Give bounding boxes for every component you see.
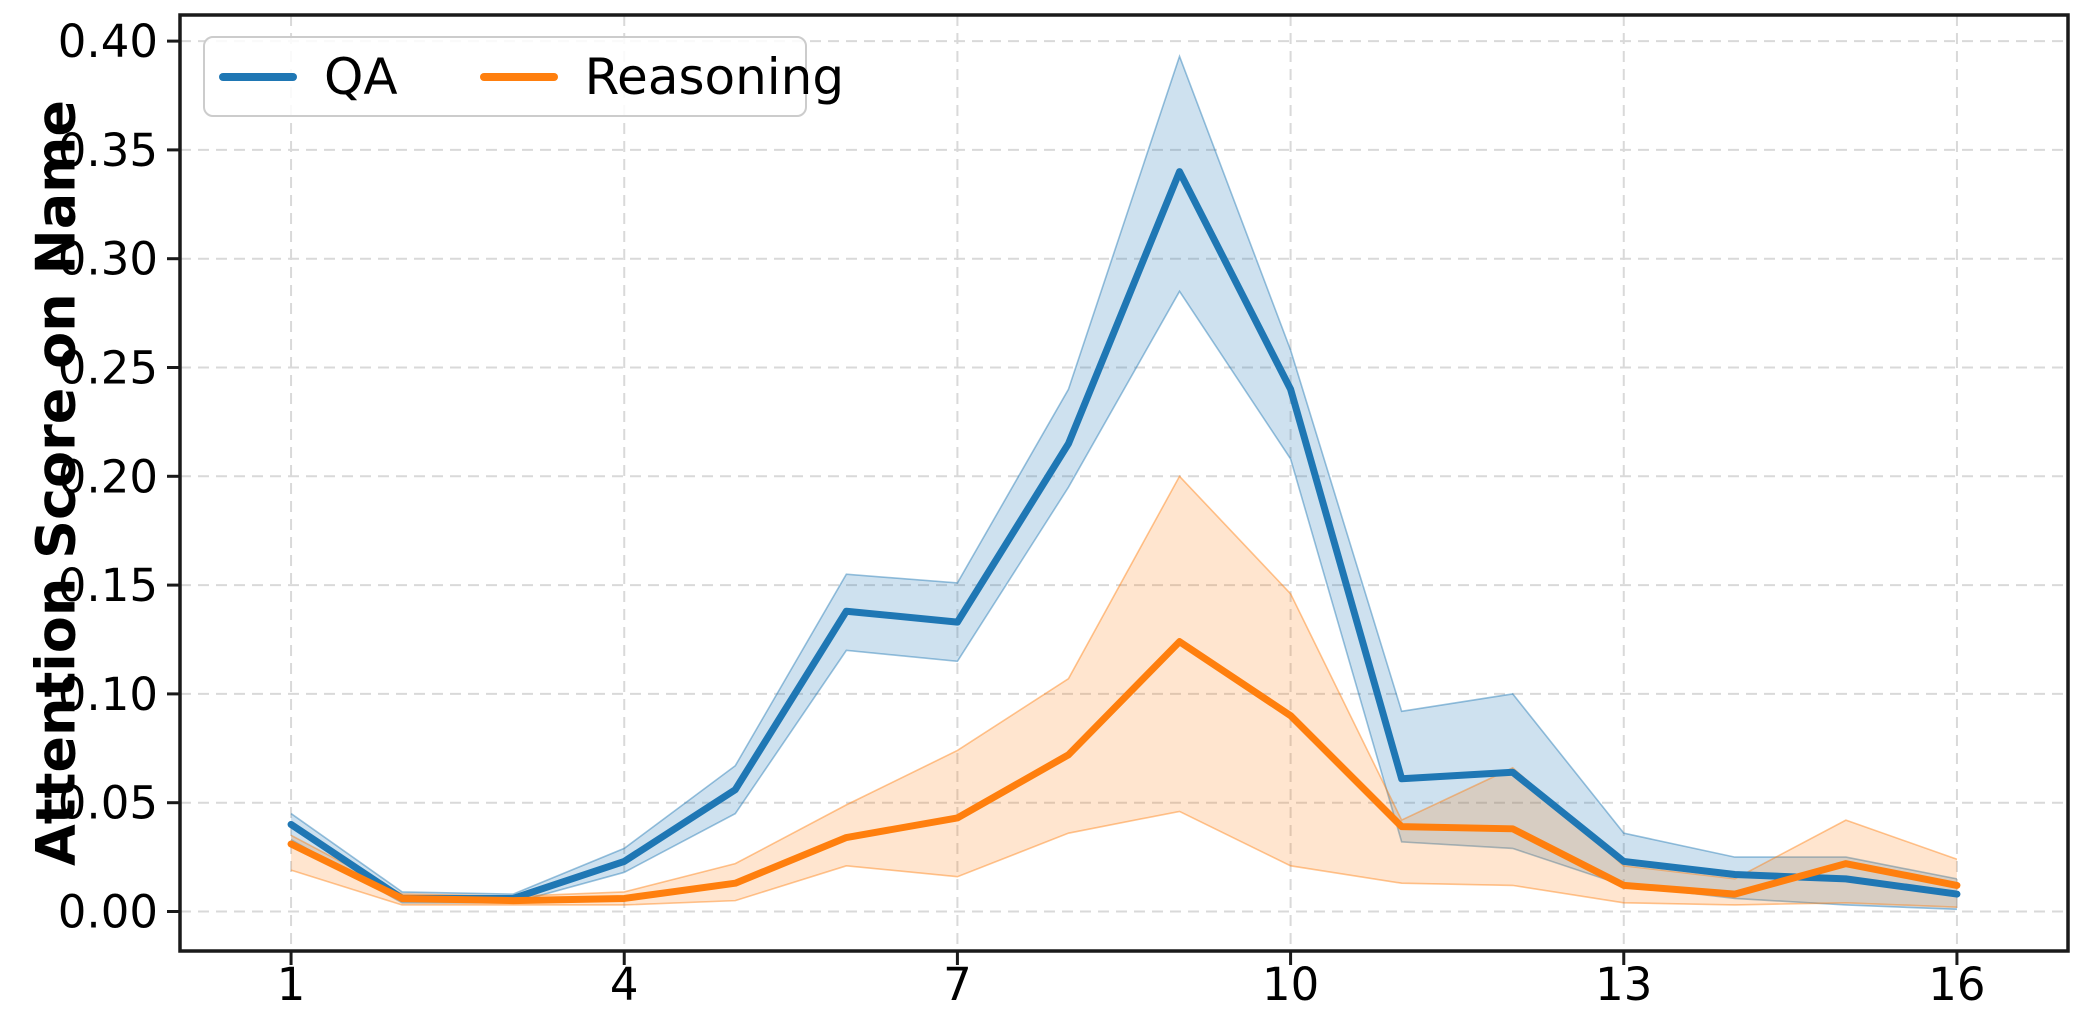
y-tick-label: 0.05 [58, 777, 158, 830]
x-tick-label: 1 [277, 958, 306, 1011]
y-tick-label: 0.25 [58, 342, 158, 395]
reasoning-band-upper-edge [290, 474, 1958, 898]
plot-spines [178, 13, 2070, 953]
legend-item-qa: QA [219, 52, 398, 102]
y-tick-label: 0.30 [58, 233, 158, 286]
y-tick-label: 0.10 [58, 668, 158, 721]
series-layer [287, 53, 1961, 911]
y-axis-title: Attention Score on Name [24, 99, 88, 867]
axis-layer: 0.00 0.05 0.10 0.15 0.20 0.25 0.30 0.35 0.40 1 4 7 1… [58, 13, 2070, 1011]
qa-line [287, 168, 1961, 902]
reasoning-line [287, 638, 1961, 905]
x-tick-label: 10 [1262, 958, 1319, 1011]
y-tick-label: 0.35 [58, 124, 158, 177]
x-tick-label: 4 [610, 958, 639, 1011]
reasoning-band-lower-edge [290, 810, 1957, 908]
qa-confidence-band [291, 56, 1957, 910]
qa-line-swatch [219, 72, 297, 81]
y-tick-label: 0.20 [58, 450, 158, 503]
x-tick-label: 7 [943, 958, 972, 1011]
x-tick-label: 16 [1928, 958, 1985, 1011]
qa-band-upper-edge [290, 53, 1958, 895]
y-tick-label: 0.00 [58, 886, 158, 939]
legend: QA Reasoning [203, 36, 844, 117]
reasoning-line-swatch [479, 72, 558, 81]
y-tick-label: 0.15 [58, 559, 158, 612]
grid-layer [180, 15, 2068, 951]
y-tick-label: 0.40 [58, 15, 158, 68]
legend-item-reasoning: Reasoning [479, 47, 845, 106]
legend-label-reasoning: Reasoning [584, 47, 845, 106]
legend-label-qa: QA [324, 47, 398, 106]
x-tick-label: 13 [1595, 958, 1652, 1011]
reasoning-confidence-band [291, 476, 1957, 908]
